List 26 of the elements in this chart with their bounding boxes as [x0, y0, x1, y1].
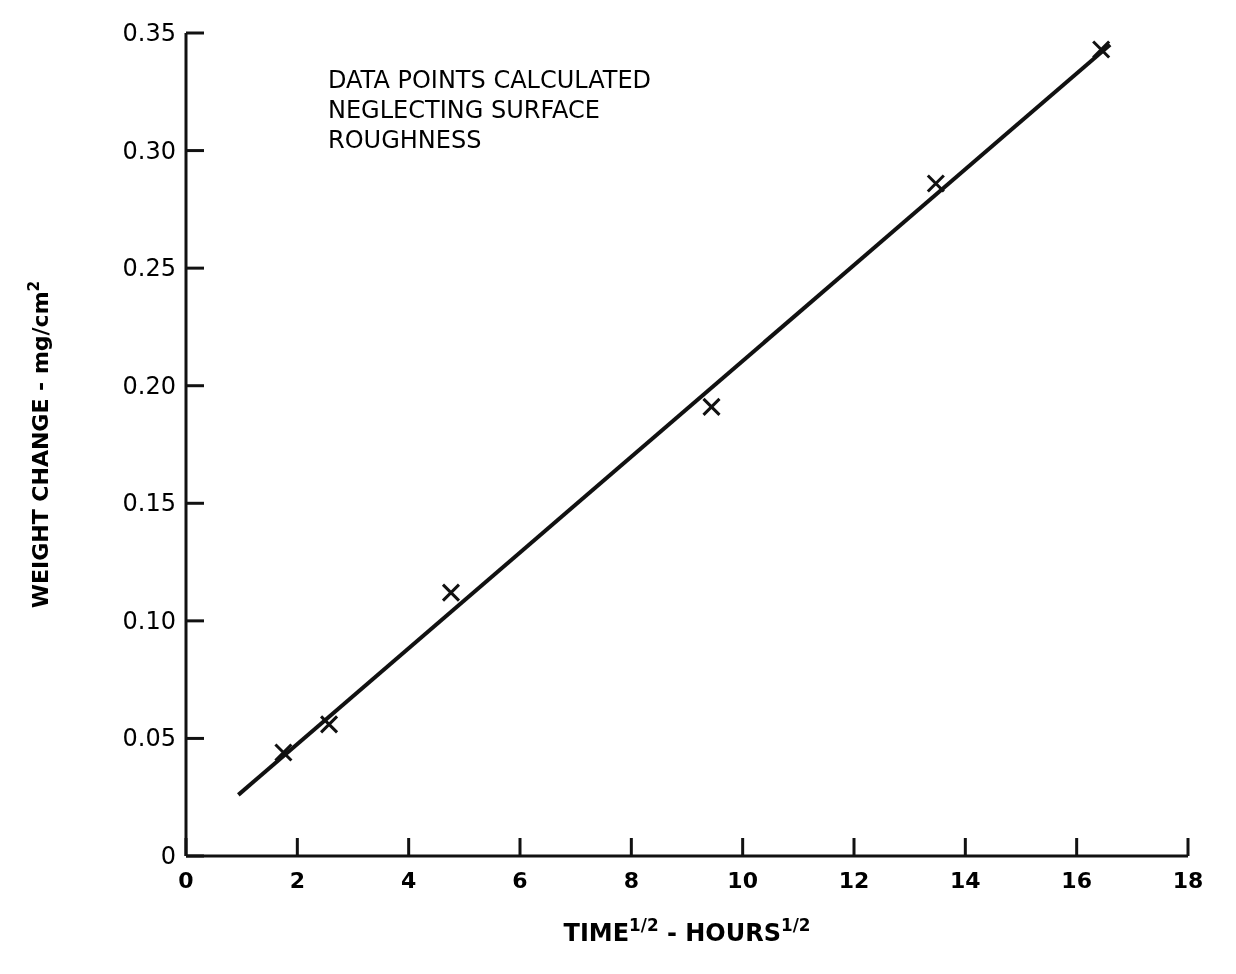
point	[273, 743, 293, 763]
annotation: DATA POINTS CALCULATED NEGLECTING SURFACE ROUGHNESS	[328, 66, 652, 154]
point	[701, 397, 721, 417]
y-tick-label: 0	[160, 842, 176, 870]
x-axis-title: TIME$^{1/2}$ - HOURS$^{1/2}$	[563, 915, 811, 947]
x-tick-label: 18	[1172, 868, 1204, 893]
x-tick-label: 6	[512, 868, 528, 893]
x-tick-label: 4	[401, 868, 417, 893]
point	[1091, 39, 1111, 59]
y-tick-label: 0.30	[122, 136, 176, 165]
x-tick-label: 2	[289, 868, 305, 893]
x-tick-label: 14	[950, 868, 981, 893]
x-tick-label: 12	[838, 868, 870, 893]
point	[441, 583, 461, 603]
y-tick-label: 0.25	[122, 254, 176, 283]
x-tick-label: 10	[727, 868, 758, 893]
point	[926, 173, 946, 193]
y-tick-label: 0.10	[122, 606, 176, 635]
point	[319, 714, 339, 734]
x-tick-label: 16	[1061, 868, 1092, 893]
x-tick-label: 0	[178, 868, 194, 893]
y-tick-label: 0.20	[122, 371, 176, 400]
x-tick-label: 8	[623, 868, 639, 893]
y-tick-label: 0.35	[122, 19, 176, 47]
y-tick-label: 0.05	[122, 724, 176, 753]
y-tick-label: 0.15	[122, 489, 176, 518]
